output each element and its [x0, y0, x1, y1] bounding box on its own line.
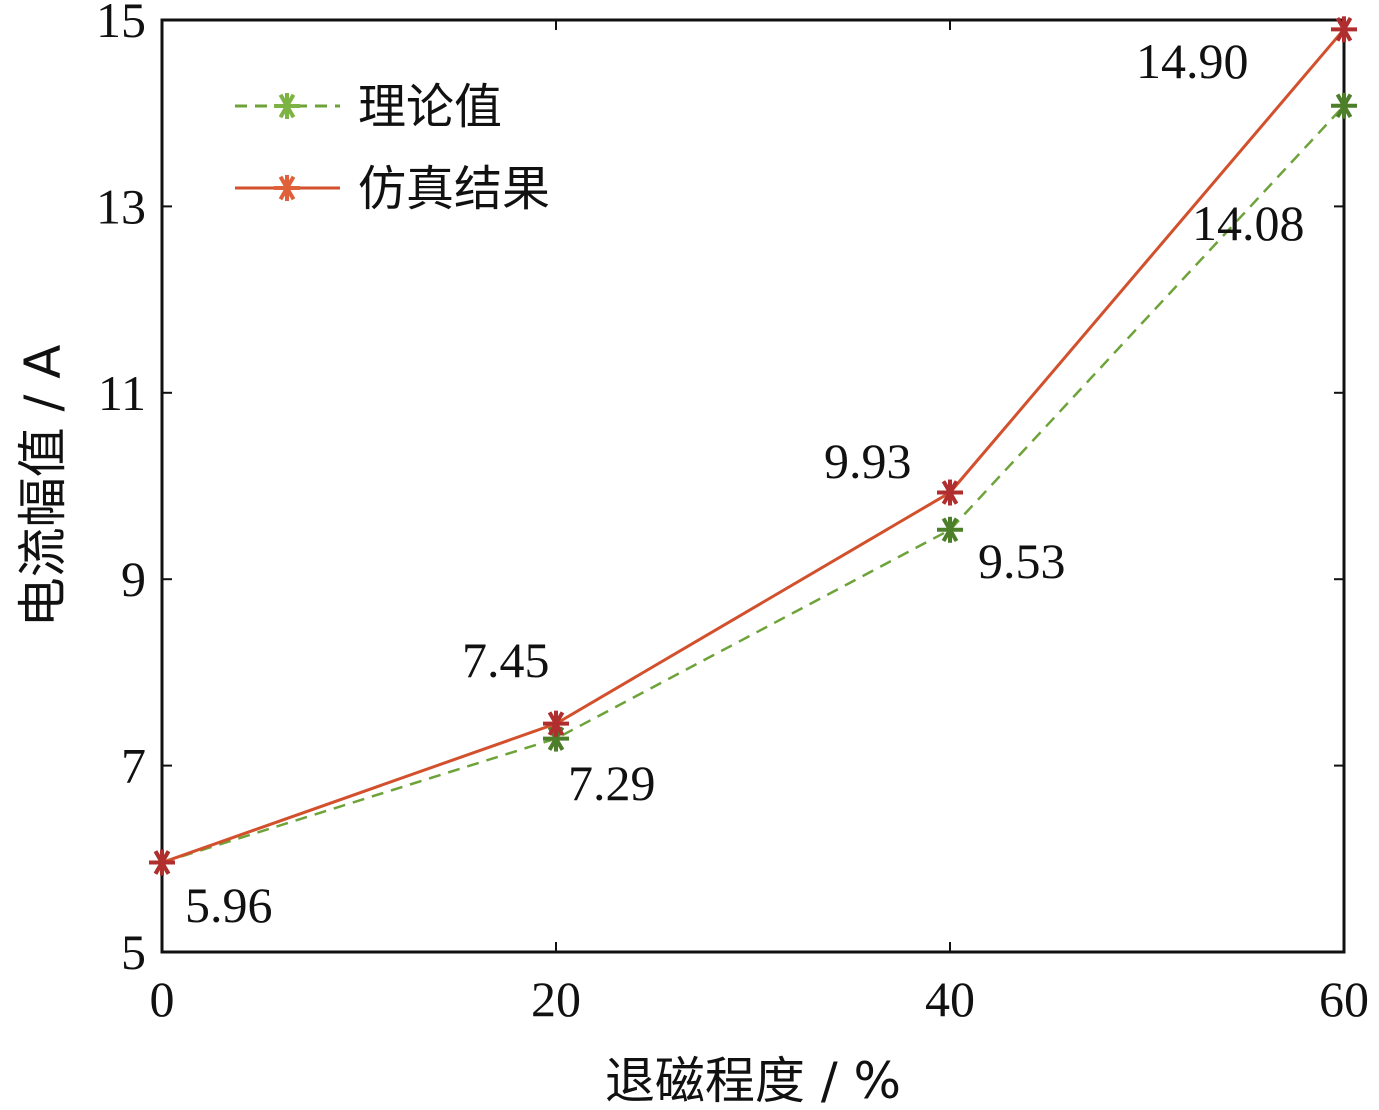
- legend-item-2: 仿真结果: [235, 161, 550, 217]
- legend-marker: [274, 93, 300, 119]
- data-labels: 7.29 9.53 14.08 5.96 7.45 9.93 14.90: [185, 33, 1305, 933]
- y-tick-label: 15: [96, 0, 146, 48]
- series-1: [149, 92, 1357, 876]
- x-tick-label: 0: [150, 971, 175, 1027]
- data-label: 9.53: [978, 533, 1066, 589]
- data-label: 7.45: [462, 632, 550, 688]
- data-label: 14.08: [1192, 195, 1305, 251]
- y-axis-ticks: 5 7 9 11 13 15: [96, 0, 1344, 980]
- x-axis-title: 退磁程度 / %: [605, 1052, 901, 1110]
- data-point: [937, 479, 963, 506]
- y-tick-label: 5: [121, 924, 146, 980]
- x-tick-label: 40: [925, 971, 975, 1027]
- data-point: [149, 849, 175, 876]
- data-label: 9.93: [824, 433, 912, 489]
- data-point: [1331, 92, 1357, 119]
- legend-label: 理论值: [358, 79, 502, 135]
- legend-label: 仿真结果: [358, 161, 550, 217]
- data-label: 7.29: [568, 755, 656, 811]
- data-label: 14.90: [1136, 33, 1249, 89]
- y-tick-label: 13: [96, 178, 146, 234]
- x-tick-label: 60: [1319, 971, 1369, 1027]
- series-line: [161, 104, 1345, 864]
- y-axis-title: 电流幅值 / A: [14, 345, 72, 628]
- y-tick-label: 11: [98, 365, 146, 421]
- series-layer: [149, 16, 1357, 876]
- legend-item-1: 理论值: [235, 79, 502, 135]
- data-point: [543, 710, 569, 737]
- data-label: 5.96: [185, 877, 273, 933]
- legend-marker: [274, 175, 300, 201]
- y-tick-label: 9: [121, 551, 146, 607]
- plot-frame: [160, 18, 1346, 954]
- data-point: [937, 516, 963, 543]
- data-point: [1331, 16, 1357, 43]
- y-tick-label: 7: [121, 738, 146, 794]
- series-2: [149, 16, 1357, 876]
- series-line: [161, 28, 1346, 864]
- x-axis-ticks: 0 20 40 60: [150, 20, 1369, 1027]
- x-tick-label: 20: [531, 971, 581, 1027]
